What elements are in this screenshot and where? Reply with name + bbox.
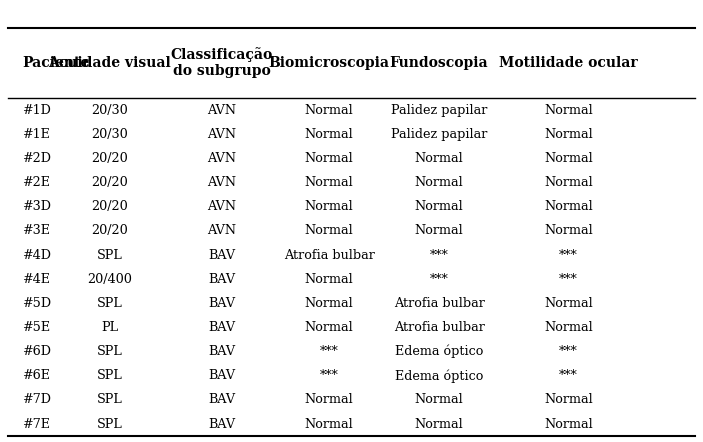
Text: Atrofia bulbar: Atrofia bulbar (283, 248, 375, 262)
Text: AVN: AVN (207, 176, 236, 189)
Text: #5E: #5E (22, 321, 51, 334)
Text: AVN: AVN (207, 225, 236, 237)
Text: #6D: #6D (22, 345, 51, 358)
Text: 20/20: 20/20 (91, 176, 129, 189)
Text: Normal: Normal (544, 418, 593, 431)
Text: ***: *** (320, 370, 338, 382)
Text: AVN: AVN (207, 152, 236, 165)
Text: #1E: #1E (22, 128, 51, 141)
Text: Normal: Normal (544, 176, 593, 189)
Text: SPL: SPL (97, 248, 123, 262)
Text: #3E: #3E (22, 225, 51, 237)
Text: Normal: Normal (304, 128, 354, 141)
Text: #7D: #7D (22, 393, 51, 407)
Text: Normal: Normal (304, 393, 354, 407)
Text: BAV: BAV (208, 393, 236, 407)
Text: ***: *** (320, 345, 338, 358)
Text: Normal: Normal (415, 176, 463, 189)
Text: Normal: Normal (304, 418, 354, 431)
Text: SPL: SPL (97, 297, 123, 310)
Text: Normal: Normal (415, 393, 463, 407)
Text: Normal: Normal (544, 128, 593, 141)
Text: Biomicroscopia: Biomicroscopia (269, 56, 389, 70)
Text: BAV: BAV (208, 297, 236, 310)
Text: BAV: BAV (208, 321, 236, 334)
Text: BAV: BAV (208, 273, 236, 286)
Text: Normal: Normal (415, 200, 463, 213)
Text: SPL: SPL (97, 370, 123, 382)
Text: Normal: Normal (544, 103, 593, 117)
Text: Normal: Normal (304, 321, 354, 334)
Text: SPL: SPL (97, 393, 123, 407)
Text: Edema óptico: Edema óptico (395, 345, 483, 358)
Text: Fundoscopia: Fundoscopia (389, 56, 489, 70)
Text: BAV: BAV (208, 248, 236, 262)
Text: Normal: Normal (415, 225, 463, 237)
Text: BAV: BAV (208, 418, 236, 431)
Text: SPL: SPL (97, 345, 123, 358)
Text: #6E: #6E (22, 370, 51, 382)
Text: Normal: Normal (304, 273, 354, 286)
Text: 20/400: 20/400 (87, 273, 132, 286)
Text: Normal: Normal (304, 103, 354, 117)
Text: Acuidade visual: Acuidade visual (49, 56, 172, 70)
Text: Normal: Normal (415, 418, 463, 431)
Text: Paciente: Paciente (22, 56, 90, 70)
Text: #1D: #1D (22, 103, 51, 117)
Text: Normal: Normal (544, 297, 593, 310)
Text: Edema óptico: Edema óptico (395, 369, 483, 383)
Text: ***: *** (559, 345, 578, 358)
Text: Atrofia bulbar: Atrofia bulbar (394, 297, 484, 310)
Text: Normal: Normal (304, 152, 354, 165)
Text: BAV: BAV (208, 370, 236, 382)
Text: #2E: #2E (22, 176, 51, 189)
Text: 20/20: 20/20 (91, 152, 129, 165)
Text: ***: *** (559, 273, 578, 286)
Text: ***: *** (559, 248, 578, 262)
Text: Normal: Normal (544, 225, 593, 237)
Text: #3D: #3D (22, 200, 51, 213)
Text: Palidez papilar: Palidez papilar (391, 128, 487, 141)
Text: #4E: #4E (22, 273, 51, 286)
Text: Normal: Normal (304, 200, 354, 213)
Text: #7E: #7E (22, 418, 51, 431)
Text: #5D: #5D (22, 297, 51, 310)
Text: #4D: #4D (22, 248, 51, 262)
Text: Motilidade ocular: Motilidade ocular (499, 56, 638, 70)
Text: Normal: Normal (304, 225, 354, 237)
Text: Normal: Normal (544, 393, 593, 407)
Text: Normal: Normal (544, 152, 593, 165)
Text: #2D: #2D (22, 152, 51, 165)
Text: ***: *** (430, 248, 449, 262)
Text: Normal: Normal (304, 176, 354, 189)
Text: Palidez papilar: Palidez papilar (391, 103, 487, 117)
Text: 20/20: 20/20 (91, 200, 129, 213)
Text: ***: *** (559, 370, 578, 382)
Text: AVN: AVN (207, 200, 236, 213)
Text: Normal: Normal (304, 297, 354, 310)
Text: PL: PL (101, 321, 118, 334)
Text: 20/30: 20/30 (91, 103, 129, 117)
Text: 20/30: 20/30 (91, 128, 129, 141)
Text: 20/20: 20/20 (91, 225, 129, 237)
Text: ***: *** (430, 273, 449, 286)
Text: AVN: AVN (207, 128, 236, 141)
Text: Classificação
do subgrupo: Classificação do subgrupo (171, 47, 273, 78)
Text: Atrofia bulbar: Atrofia bulbar (394, 321, 484, 334)
Text: SPL: SPL (97, 418, 123, 431)
Text: BAV: BAV (208, 345, 236, 358)
Text: Normal: Normal (544, 321, 593, 334)
Text: AVN: AVN (207, 103, 236, 117)
Text: Normal: Normal (415, 152, 463, 165)
Text: Normal: Normal (544, 200, 593, 213)
